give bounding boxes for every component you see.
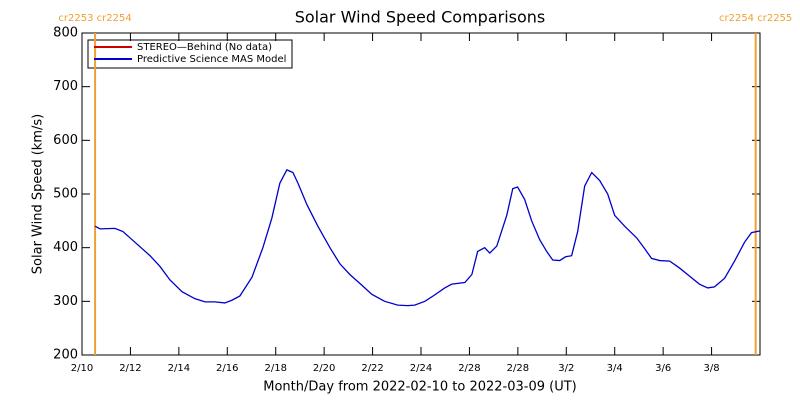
legend-label: STEREO—Behind (No data): [137, 42, 272, 53]
y-tick-label: 500: [53, 187, 78, 202]
y-tick-label: 400: [53, 240, 78, 255]
series-line: [94, 169, 760, 307]
x-tick-label: 2/28: [507, 363, 529, 374]
x-tick-label: 2/12: [119, 363, 141, 374]
x-tick-label: 2/20: [313, 363, 335, 374]
x-tick-label: 3/8: [704, 363, 720, 374]
x-tick-label: 3/2: [558, 363, 574, 374]
y-tick-label: 300: [53, 294, 78, 309]
chart-title: Solar Wind Speed Comparisons: [295, 8, 546, 27]
x-tick-label: 2/16: [216, 363, 238, 374]
x-tick-label: 3/4: [607, 363, 623, 374]
x-tick-label: 2/14: [168, 363, 190, 374]
x-tick-label: 2/10: [71, 363, 93, 374]
x-tick-label: 2/18: [264, 363, 286, 374]
x-tick-label: 3/6: [655, 363, 671, 374]
legend-box: [87, 39, 293, 69]
rotation-label: cr2253 cr2254: [58, 13, 131, 24]
y-tick-label: 800: [53, 26, 78, 41]
y-tick-label: 200: [53, 348, 78, 363]
y-tick-label: 600: [53, 133, 78, 148]
x-tick-label: 2/22: [361, 363, 383, 374]
legend-label: Predictive Science MAS Model: [137, 54, 286, 65]
y-tick-label: 700: [53, 79, 78, 94]
rotation-label: cr2254 cr2255: [719, 13, 792, 24]
y-axis-label: Solar Wind Speed (km/s): [31, 114, 46, 274]
x-tick-label: 2/28: [458, 363, 480, 374]
x-axis-label: Month/Day from 2022-02-10 to 2022-03-09 …: [263, 380, 576, 395]
x-tick-label: 2/24: [410, 363, 432, 374]
